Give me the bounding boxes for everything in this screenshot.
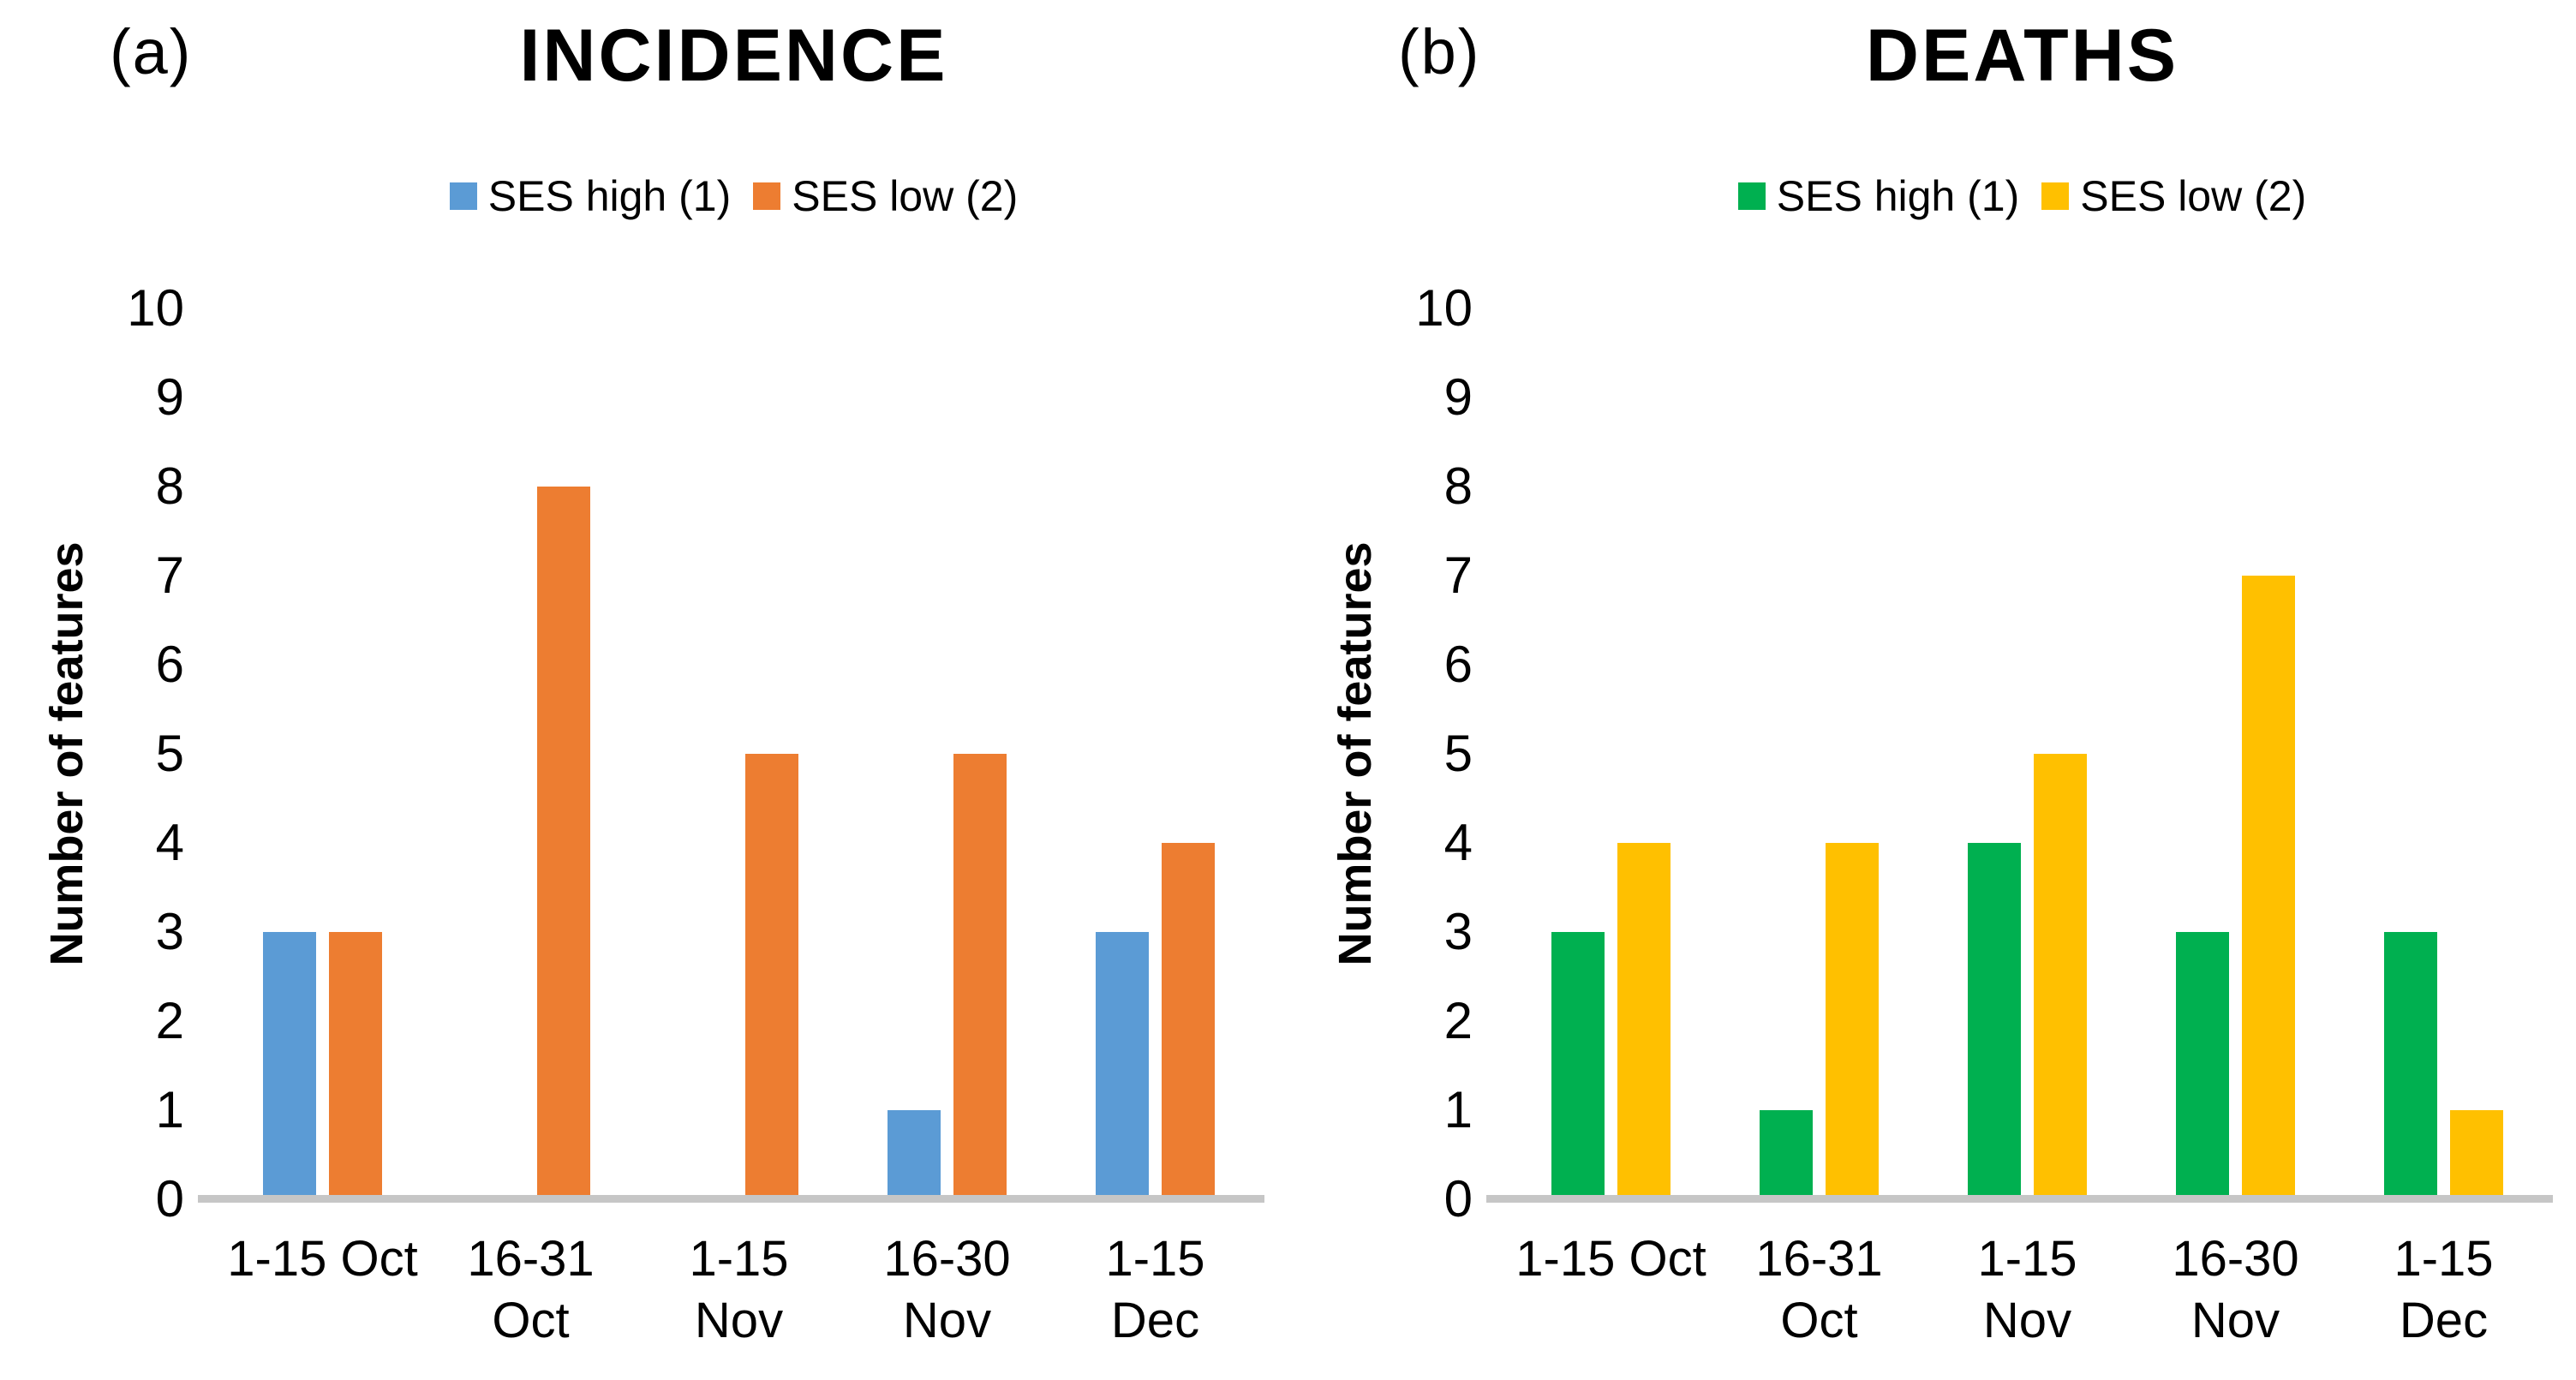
bar	[537, 487, 590, 1199]
bar	[745, 754, 798, 1199]
panel-deaths: (b) DEATHS SES high (1) SES low (2) Numbe…	[1288, 0, 2576, 1380]
plot-groups	[218, 308, 1259, 1199]
bar-group	[2340, 308, 2548, 1199]
x-category-label: 1-15 Dec	[1105, 1231, 1205, 1348]
bar	[263, 932, 316, 1199]
bar	[1826, 843, 1879, 1199]
x-axis-labels: 1-15 Oct 16-31 Oct 1-15 Nov 16-30 Nov 1-15 Dec	[218, 1228, 1259, 1352]
panel-letter: (a)	[110, 16, 193, 87]
legend-swatch-icon	[753, 182, 781, 210]
bar	[1760, 1110, 1813, 1199]
legend-item: SES low (2)	[2041, 171, 2306, 221]
legend-item: SES high (1)	[1737, 171, 2020, 221]
legend-item: SES high (1)	[449, 171, 732, 221]
legend-label: SES high (1)	[487, 172, 732, 220]
y-axis-ticks: 0 1 2 3 4 5 6 7 8 9 10	[0, 0, 184, 1380]
x-category-label: 16-30 Nov	[2172, 1231, 2299, 1348]
x-category-label: 16-31 Oct	[1755, 1231, 1883, 1348]
legend: SES high (1) SES low (2)	[1494, 171, 2550, 221]
y-tick-label: 4	[1443, 814, 1473, 871]
y-tick-label: 1	[155, 1081, 184, 1138]
legend-item: SES low (2)	[753, 171, 1018, 221]
y-tick-label: 10	[127, 279, 184, 337]
x-axis-labels: 1-15 Oct 16-31 Oct 1-15 Nov 16-30 Nov 1-15 Dec	[1507, 1228, 2548, 1352]
legend-label: SES high (1)	[1776, 172, 2020, 220]
x-category-label: 1-15 Nov	[1977, 1231, 2077, 1348]
bar-group	[218, 308, 427, 1199]
x-category-label: 1-15 Oct	[1515, 1231, 1706, 1287]
legend-swatch-icon	[1737, 182, 1766, 210]
x-category-label: 16-31 Oct	[467, 1231, 595, 1348]
bar	[953, 754, 1007, 1199]
x-category-label: 16-30 Nov	[883, 1231, 1011, 1348]
legend-label: SES low (2)	[2080, 172, 2307, 220]
panel-incidence: (a) INCIDENCE SES high (1) SES low (2) Nu…	[0, 0, 1264, 1380]
bar	[2034, 754, 2087, 1199]
plot-groups	[1507, 308, 2548, 1199]
legend-label: SES low (2)	[792, 172, 1019, 220]
x-axis-line	[198, 1195, 1264, 1203]
y-tick-label: 10	[1415, 279, 1473, 337]
y-tick-label: 8	[155, 457, 184, 515]
y-tick-label: 8	[1443, 457, 1473, 515]
bar-group	[635, 308, 843, 1199]
bar	[2242, 576, 2295, 1199]
y-tick-label: 6	[155, 636, 184, 693]
plot-area	[1486, 308, 2553, 1203]
bar	[1096, 932, 1149, 1199]
y-tick-label: 9	[1443, 368, 1473, 426]
bar	[1551, 932, 1605, 1199]
bar	[329, 932, 382, 1199]
bar-group	[1051, 308, 1259, 1199]
y-axis-ticks: 0 1 2 3 4 5 6 7 8 9 10	[1288, 0, 1473, 1380]
bar	[2176, 932, 2229, 1199]
y-tick-label: 3	[1443, 903, 1473, 960]
bar-group	[427, 308, 635, 1199]
bar	[1162, 843, 1215, 1199]
y-tick-label: 3	[155, 903, 184, 960]
chart-title: INCIDENCE	[519, 15, 948, 97]
bar	[1968, 843, 2021, 1199]
x-category-label: 1-15 Dec	[2394, 1231, 2494, 1348]
x-axis-line	[1486, 1195, 2553, 1203]
x-category-label: 1-15 Nov	[689, 1231, 789, 1348]
legend-swatch-icon	[2041, 182, 2070, 210]
bar	[1617, 843, 1671, 1199]
bar	[2450, 1110, 2503, 1199]
bar-group	[843, 308, 1051, 1199]
y-tick-label: 0	[155, 1170, 184, 1228]
y-tick-label: 5	[155, 725, 184, 782]
x-category-label: 1-15 Oct	[227, 1231, 418, 1287]
y-tick-label: 5	[1443, 725, 1473, 782]
y-tick-label: 2	[155, 992, 184, 1049]
y-tick-label: 4	[155, 814, 184, 871]
bar	[2384, 932, 2437, 1199]
y-tick-label: 7	[155, 547, 184, 604]
y-tick-label: 0	[1443, 1170, 1473, 1228]
y-tick-label: 1	[1443, 1081, 1473, 1138]
bar	[888, 1110, 941, 1199]
legend-swatch-icon	[449, 182, 477, 210]
bar-group	[1715, 308, 1923, 1199]
y-tick-label: 9	[155, 368, 184, 426]
panel-letter: (b)	[1398, 16, 1481, 87]
y-tick-label: 7	[1443, 547, 1473, 604]
bar-group	[1507, 308, 1715, 1199]
bar-group	[1923, 308, 2131, 1199]
plot-area	[198, 308, 1264, 1203]
bar-group	[2131, 308, 2340, 1199]
y-tick-label: 6	[1443, 636, 1473, 693]
legend: SES high (1) SES low (2)	[206, 171, 1262, 221]
chart-title: DEATHS	[1865, 15, 2179, 97]
y-tick-label: 2	[1443, 992, 1473, 1049]
